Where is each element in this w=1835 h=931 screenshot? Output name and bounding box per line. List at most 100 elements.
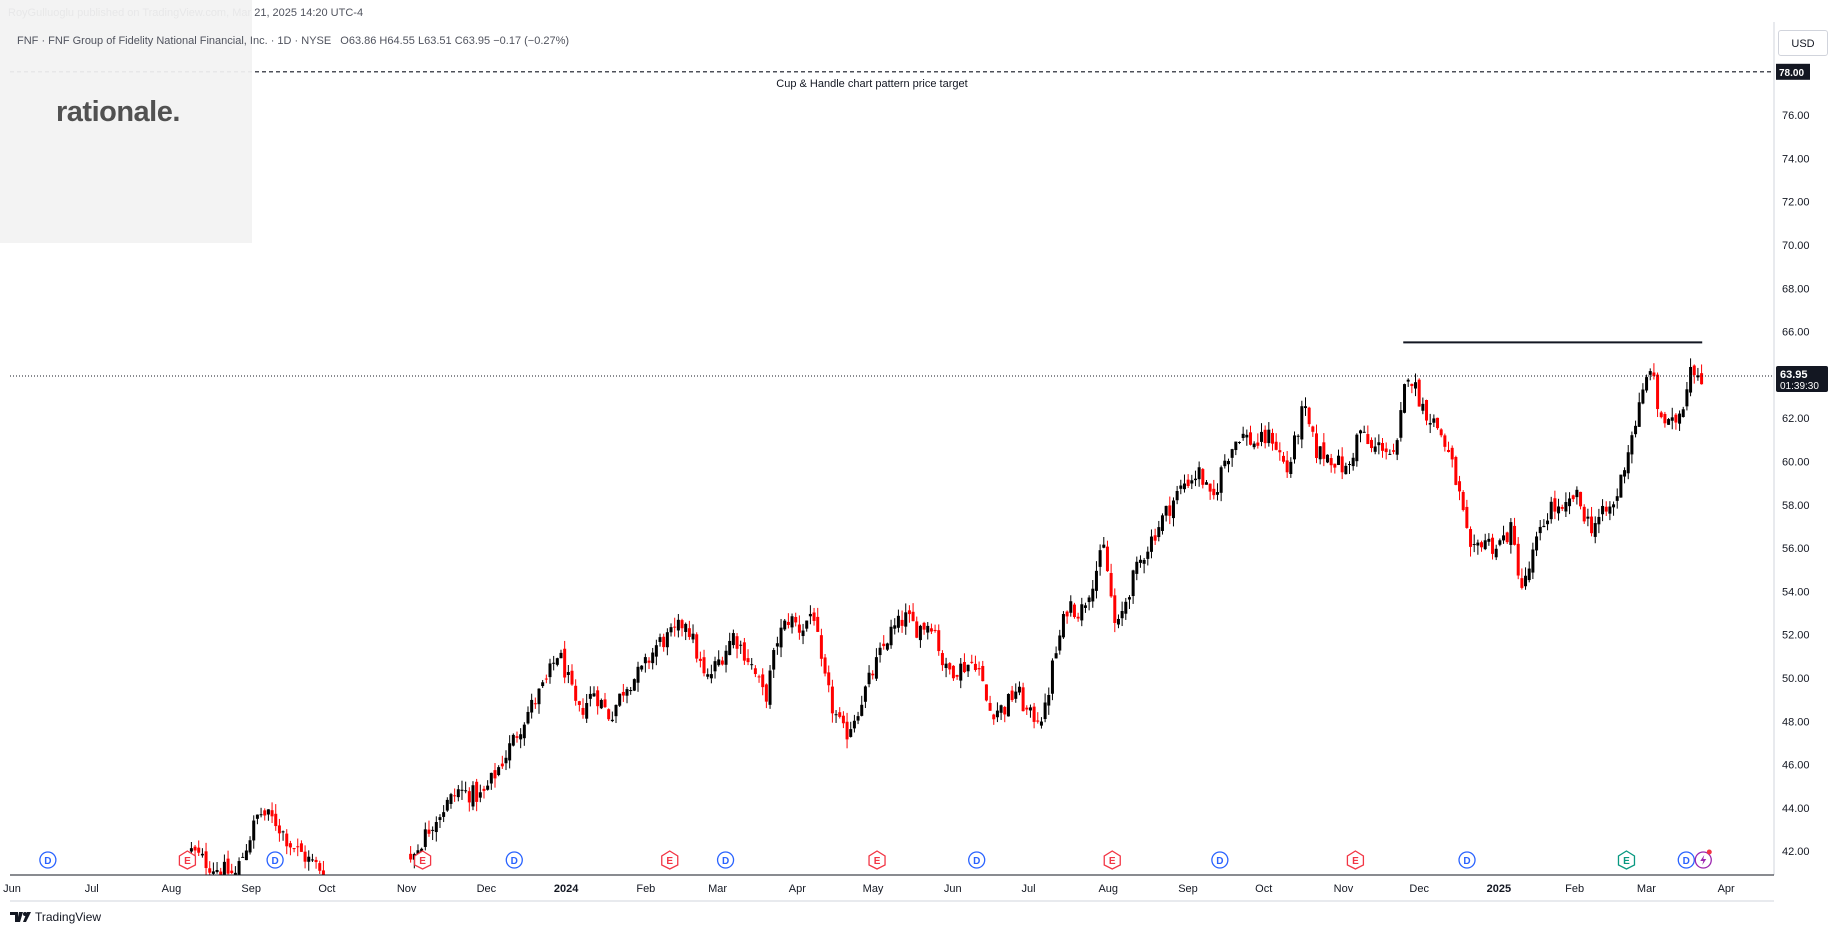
candle-body <box>981 665 985 682</box>
ohlc-close: C63.95 <box>454 35 491 47</box>
candle-body <box>629 690 633 692</box>
candle <box>1186 474 1190 488</box>
candle-body <box>1381 442 1385 451</box>
x-tick-label: Oct <box>1255 883 1272 895</box>
candle <box>1373 437 1377 455</box>
dividend-marker[interactable]: D <box>716 851 735 869</box>
earnings-marker[interactable]: E <box>661 850 679 870</box>
earnings-marker[interactable]: E <box>1346 850 1365 870</box>
candle-body <box>1652 372 1656 377</box>
candle <box>1469 526 1473 557</box>
watermark-panel: rationale. <box>0 0 252 243</box>
candle <box>1461 490 1465 512</box>
candle <box>208 861 212 875</box>
time-axis[interactable]: Jun Jul Aug Sep Oct Nov Dec 2024 Feb Mar Apr May Jun… <box>3 874 1774 902</box>
candle <box>296 838 300 857</box>
dividend-marker[interactable]: D <box>1677 851 1695 869</box>
candle <box>995 702 999 723</box>
earnings-marker[interactable]: E <box>413 850 432 870</box>
candle <box>999 704 1003 720</box>
tradingview-footer[interactable]: TradingView <box>10 910 101 924</box>
candle <box>761 668 765 696</box>
dividend-marker[interactable]: D <box>39 851 57 869</box>
candle <box>1619 474 1623 498</box>
currency-button[interactable]: USD <box>1778 30 1828 56</box>
dividend-marker[interactable]: D <box>266 851 284 869</box>
candle-body <box>1593 523 1597 537</box>
candle <box>1182 474 1186 493</box>
candle-body <box>1450 447 1454 460</box>
dividend-marker[interactable]: D <box>505 851 523 869</box>
earnings-marker[interactable]: E <box>868 850 886 870</box>
split-marker[interactable] <box>1694 849 1712 869</box>
candle-body <box>318 863 322 871</box>
candle <box>838 707 842 719</box>
candle-body <box>504 757 508 764</box>
candle <box>1219 465 1223 502</box>
candle <box>896 609 900 633</box>
candle-body <box>1436 417 1440 429</box>
candle <box>577 700 581 712</box>
y-tick-label: 44.00 <box>1782 803 1810 815</box>
earnings-marker[interactable]: E <box>1617 850 1636 870</box>
candle-body <box>1094 570 1098 591</box>
candle-body <box>230 870 234 874</box>
candle <box>1025 705 1029 715</box>
candle-body <box>856 716 860 721</box>
candle <box>1252 441 1256 450</box>
candle <box>1142 557 1146 574</box>
candle <box>808 605 812 625</box>
earnings-marker[interactable]: E <box>1103 850 1121 870</box>
y-tick-label: 46.00 <box>1782 760 1810 772</box>
candle-body <box>1274 441 1278 450</box>
candle <box>1234 441 1238 456</box>
dividend-icon <box>1458 851 1476 869</box>
candle-body <box>863 686 867 702</box>
candle-body <box>288 843 292 848</box>
candle-body <box>698 658 702 661</box>
dividend-marker[interactable]: D <box>968 851 986 869</box>
candle <box>988 695 992 711</box>
earnings-letter: E <box>1623 856 1630 867</box>
candle <box>321 860 325 875</box>
candle-body <box>691 633 695 640</box>
candle <box>467 787 471 812</box>
candle-body <box>1175 491 1179 501</box>
plot-area[interactable] <box>189 358 1704 875</box>
candle-body <box>1340 456 1344 473</box>
candle <box>992 713 996 725</box>
candle <box>1300 400 1304 449</box>
candle <box>478 784 482 803</box>
candle-body <box>603 699 607 708</box>
candle-body <box>1425 400 1429 421</box>
candle <box>669 623 673 637</box>
x-tick-label: Mar <box>708 883 727 895</box>
candle-body <box>1513 525 1517 545</box>
candle-body <box>1230 449 1234 458</box>
candle-body <box>1498 540 1502 545</box>
candle <box>1641 383 1645 405</box>
candle-body <box>944 663 948 669</box>
dividend-icon <box>39 851 57 869</box>
candle-body <box>427 829 431 834</box>
candle <box>1359 429 1363 443</box>
candle-body <box>1524 575 1528 587</box>
candle <box>508 735 512 769</box>
price-axis[interactable]: 42.00 44.00 46.00 48.00 50.00 52.00 54.00 56.00… <box>1773 22 1828 875</box>
dividend-marker[interactable]: D <box>1458 851 1476 869</box>
y-tick-label: 66.00 <box>1782 327 1810 339</box>
candle-body <box>1359 430 1363 434</box>
candle <box>581 698 585 719</box>
candle-body <box>1168 505 1172 516</box>
candle-body <box>1406 379 1410 382</box>
dividend-marker[interactable]: D <box>1211 851 1229 869</box>
candle-body <box>632 679 636 691</box>
earnings-marker[interactable]: E <box>178 850 197 870</box>
candle <box>475 778 479 812</box>
y-tick-label: 62.00 <box>1782 413 1810 425</box>
candle <box>1531 542 1535 580</box>
candle-body <box>1630 435 1634 455</box>
candle-body <box>599 699 603 709</box>
candle-body <box>1535 536 1539 551</box>
